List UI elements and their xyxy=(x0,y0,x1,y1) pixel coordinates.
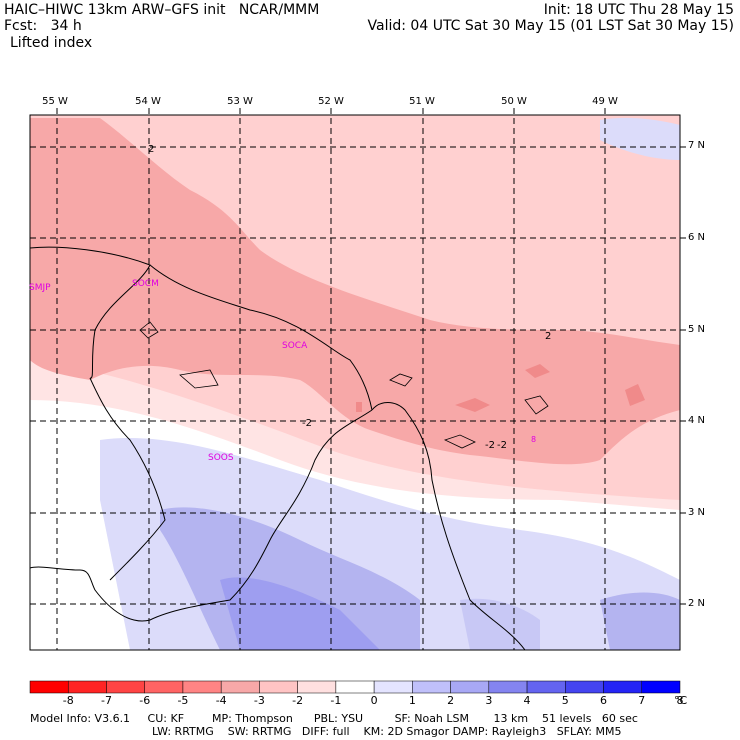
colorbar-swatch xyxy=(106,680,145,694)
colorbar-tick-label: 3 xyxy=(485,694,493,707)
lon-label: 53 W xyxy=(227,96,253,107)
station-label-socm: SOCM xyxy=(132,279,159,289)
lat-label: 4 N xyxy=(688,415,706,426)
lat-label: 6 N xyxy=(688,232,706,243)
colorbar-swatch xyxy=(641,680,681,694)
lon-label: 51 W xyxy=(409,96,435,107)
forecast-hours: Fcst: 34 h xyxy=(4,18,82,34)
lat-lon-grid xyxy=(30,108,687,650)
colorbar-swatch xyxy=(565,680,604,694)
colorbar-swatch xyxy=(526,680,566,694)
lon-label: 50 W xyxy=(501,96,527,107)
colorbar-tick-label: -5 xyxy=(177,694,189,707)
colorbar-swatch xyxy=(67,680,107,694)
field-name: Lifted index xyxy=(10,35,93,51)
colorbar-swatch xyxy=(603,680,643,694)
colorbar-swatch xyxy=(220,680,260,694)
colorbar-swatch xyxy=(412,680,451,694)
contour-label: 8 xyxy=(531,435,537,444)
colorbar-tick-label: 1 xyxy=(408,694,416,707)
colorbar-tick-label: 4 xyxy=(523,694,531,707)
colorbar-swatch xyxy=(29,680,69,694)
colorbar-tick-label: -1 xyxy=(330,694,342,707)
lon-label: 49 W xyxy=(592,96,618,107)
contour-label: 2 xyxy=(545,331,552,342)
contours xyxy=(139,321,549,449)
station-label-soca: SOCA xyxy=(282,341,308,351)
lifted-index-fill xyxy=(30,115,680,650)
contour-label: 2 xyxy=(148,144,155,155)
lat-label: 3 N xyxy=(688,507,706,518)
lon-label: 55 W xyxy=(42,96,68,107)
contour-label: -2 xyxy=(302,418,312,429)
model-info-line2: LW: RRTMG SW: RRTMG DIFF: full KM: 2D Sm… xyxy=(152,725,622,738)
lat-label: 5 N xyxy=(688,324,706,335)
station-label-smjp: SMJP xyxy=(29,283,51,293)
colorbar-tick-label: -2 xyxy=(292,694,304,707)
contour-label: -2 xyxy=(497,440,507,451)
colorbar-tick-label: 5 xyxy=(561,694,569,707)
colorbar-swatch xyxy=(373,680,413,694)
colorbar-swatch xyxy=(144,680,184,694)
colorbar-tick-label: -8 xyxy=(62,694,74,707)
colorbar-swatch xyxy=(488,680,528,694)
colorbar-tick-label: -3 xyxy=(253,694,265,707)
valid-time: Valid: 04 UTC Sat 30 May 15 (01 LST Sat … xyxy=(367,18,734,34)
colorbar-tick-label: -4 xyxy=(215,694,227,707)
station-label-soos: SOOS xyxy=(208,453,234,463)
colorbar-swatch xyxy=(259,680,298,694)
colorbar-swatch xyxy=(335,680,375,694)
colorbar-tick-label: 8 xyxy=(676,694,684,707)
colorbar-unit: °C xyxy=(674,694,688,707)
lon-label: 52 W xyxy=(318,96,344,107)
colorbar-tick-label: 0 xyxy=(370,694,378,707)
colorbar-tick-label: -6 xyxy=(139,694,151,707)
coastline xyxy=(30,246,526,650)
model-title: HAIC–HIWC 13km ARW–GFS init NCAR/MMM xyxy=(4,2,320,18)
colorbar xyxy=(29,680,681,694)
colorbar-swatch xyxy=(450,680,490,694)
colorbar-swatch xyxy=(182,680,222,694)
colorbar-tick-label: 7 xyxy=(638,694,646,707)
map-frame xyxy=(29,114,681,651)
colorbar-tick-label: 2 xyxy=(447,694,455,707)
lat-label: 2 N xyxy=(688,598,706,609)
contour-label: -2 xyxy=(485,440,495,451)
model-info-line1: Model Info: V3.6.1 CU: KF MP: Thompson P… xyxy=(30,712,638,725)
lon-label: 54 W xyxy=(135,96,161,107)
colorbar-tick-label: 6 xyxy=(600,694,608,707)
colorbar-tick-label: -7 xyxy=(100,694,112,707)
colorbar-swatch xyxy=(297,680,337,694)
init-time: Init: 18 UTC Thu 28 May 15 xyxy=(543,2,734,18)
lat-label: 7 N xyxy=(688,140,706,151)
